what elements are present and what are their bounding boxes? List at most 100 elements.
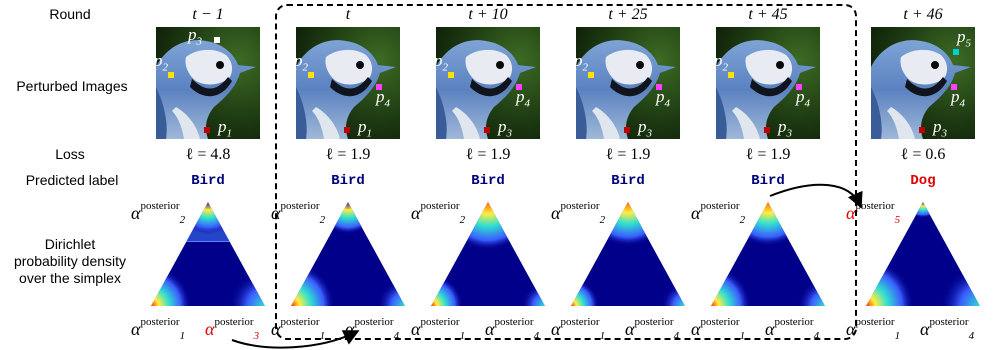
bird-image	[716, 27, 820, 139]
bird-image	[296, 27, 400, 139]
alpha-superscript: posterior	[280, 316, 320, 328]
dirichlet-line-3: over the simplex	[19, 270, 121, 286]
alpha-right: αposterior 4	[485, 316, 539, 342]
row-label-dirichlet: Dirichlet probability density over the s…	[0, 236, 140, 287]
perturbation-label: p3	[638, 117, 652, 139]
loss-value: ℓ = 1.9	[605, 146, 651, 163]
perturbation-marker	[919, 127, 925, 133]
alpha-symbol: α	[411, 319, 421, 339]
perturbation-marker	[214, 37, 220, 43]
perturbation-label: p3	[778, 117, 792, 139]
perturbation-marker	[764, 127, 770, 133]
alpha-right: αposterior 4	[920, 316, 974, 342]
alpha-subscript: 1	[319, 330, 326, 342]
perturbation-marker	[448, 72, 454, 78]
perturbation-marker	[588, 72, 594, 78]
alpha-symbol: α	[271, 319, 281, 339]
round-label: t + 46	[903, 6, 943, 23]
perturbation-label: p2	[576, 51, 588, 74]
alpha-superscript: posterior	[140, 316, 180, 328]
alpha-top: αposterior 2	[691, 200, 745, 226]
alpha-symbol: α	[271, 203, 281, 223]
alpha-subscript: 1	[459, 330, 466, 342]
alpha-symbol: α	[205, 319, 215, 339]
perturbation-label: p3	[933, 117, 947, 139]
alpha-superscript: posterior	[700, 200, 740, 212]
perturbation-label: p2	[716, 51, 728, 74]
alpha-superscript: posterior	[855, 316, 895, 328]
alpha-subscript: 4	[673, 330, 680, 342]
row-label-perturbed: Perturbed Images	[16, 78, 128, 94]
predicted-label: Bird	[611, 173, 645, 189]
perturbation-marker	[204, 127, 210, 133]
perturbation-label: p4	[376, 87, 390, 110]
loss-value: ℓ = 1.9	[325, 146, 371, 163]
round-column: t + 46 p5 p4 p3 ℓ = 0.6 Dog	[846, 0, 988, 350]
dirichlet-simplex	[151, 202, 265, 306]
alpha-symbol: α	[131, 203, 141, 223]
alpha-subscript: 4	[968, 330, 975, 342]
predicted-label: Bird	[751, 173, 785, 189]
perturbation-label: p2	[156, 51, 168, 74]
alpha-subscript: 4	[533, 330, 540, 342]
alpha-left: αposterior 1	[271, 316, 325, 342]
simplex-panel	[563, 198, 693, 310]
perturbation-label: p2	[296, 51, 308, 74]
alpha-superscript: posterior	[354, 316, 394, 328]
alpha-superscript: posterior	[494, 316, 534, 328]
alpha-symbol: α	[691, 319, 701, 339]
perturbation-label: p3	[498, 117, 512, 139]
alpha-subscript: 4	[813, 330, 820, 342]
alpha-symbol: α	[691, 203, 701, 223]
perturbed-image: p5 p4 p3	[871, 27, 975, 139]
perturbation-marker	[308, 72, 314, 78]
alpha-superscript: posterior	[280, 200, 320, 212]
perturbation-marker	[168, 72, 174, 78]
loss-value: ℓ = 0.6	[900, 146, 946, 163]
perturbation-marker	[656, 84, 662, 90]
perturbation-marker	[376, 84, 382, 90]
alpha-right: αposterior 4	[625, 316, 679, 342]
round-label: t	[345, 6, 351, 23]
alpha-subscript: 1	[179, 330, 186, 342]
perturbation-marker	[953, 49, 959, 55]
alpha-left: αposterior 1	[846, 316, 900, 342]
bird-image	[576, 27, 680, 139]
dirichlet-simplex	[711, 202, 825, 306]
simplex-panel	[858, 198, 988, 310]
steady-rounds-box	[275, 4, 857, 340]
bird-image	[871, 27, 975, 139]
alpha-top: αposterior 2	[271, 200, 325, 226]
alpha-superscript: posterior	[774, 316, 814, 328]
alpha-superscript: posterior	[420, 316, 460, 328]
round-column: t − 1 p3 p2 p1 ℓ = 4.8 Bird	[131, 0, 273, 350]
perturbation-marker	[728, 72, 734, 78]
alpha-superscript: posterior	[560, 316, 600, 328]
perturbation-label: p2	[436, 51, 448, 74]
alpha-superscript: posterior	[929, 316, 969, 328]
alpha-subscript: 2	[319, 214, 326, 226]
alpha-symbol: α	[551, 319, 561, 339]
alpha-left: αposterior 1	[551, 316, 605, 342]
perturbation-marker	[344, 127, 350, 133]
perturbation-marker	[796, 84, 802, 90]
perturbation-label: p1	[218, 117, 232, 139]
predicted-label: Bird	[471, 173, 505, 189]
loss-value: ℓ = 1.9	[745, 146, 791, 163]
alpha-top: αposterior 2	[411, 200, 465, 226]
loss-value: ℓ = 4.8	[185, 146, 231, 163]
round-label: t + 45	[748, 6, 788, 23]
alpha-symbol: α	[345, 319, 355, 339]
alpha-symbol: α	[131, 319, 141, 339]
row-label-round: Round	[49, 6, 91, 22]
row-label-predicted: Predicted label	[25, 172, 119, 188]
simplex-panel	[423, 198, 553, 310]
simplex-panel	[703, 198, 833, 310]
alpha-symbol: α	[625, 319, 635, 339]
alpha-superscript: posterior	[855, 200, 895, 212]
alpha-subscript: 2	[739, 214, 746, 226]
